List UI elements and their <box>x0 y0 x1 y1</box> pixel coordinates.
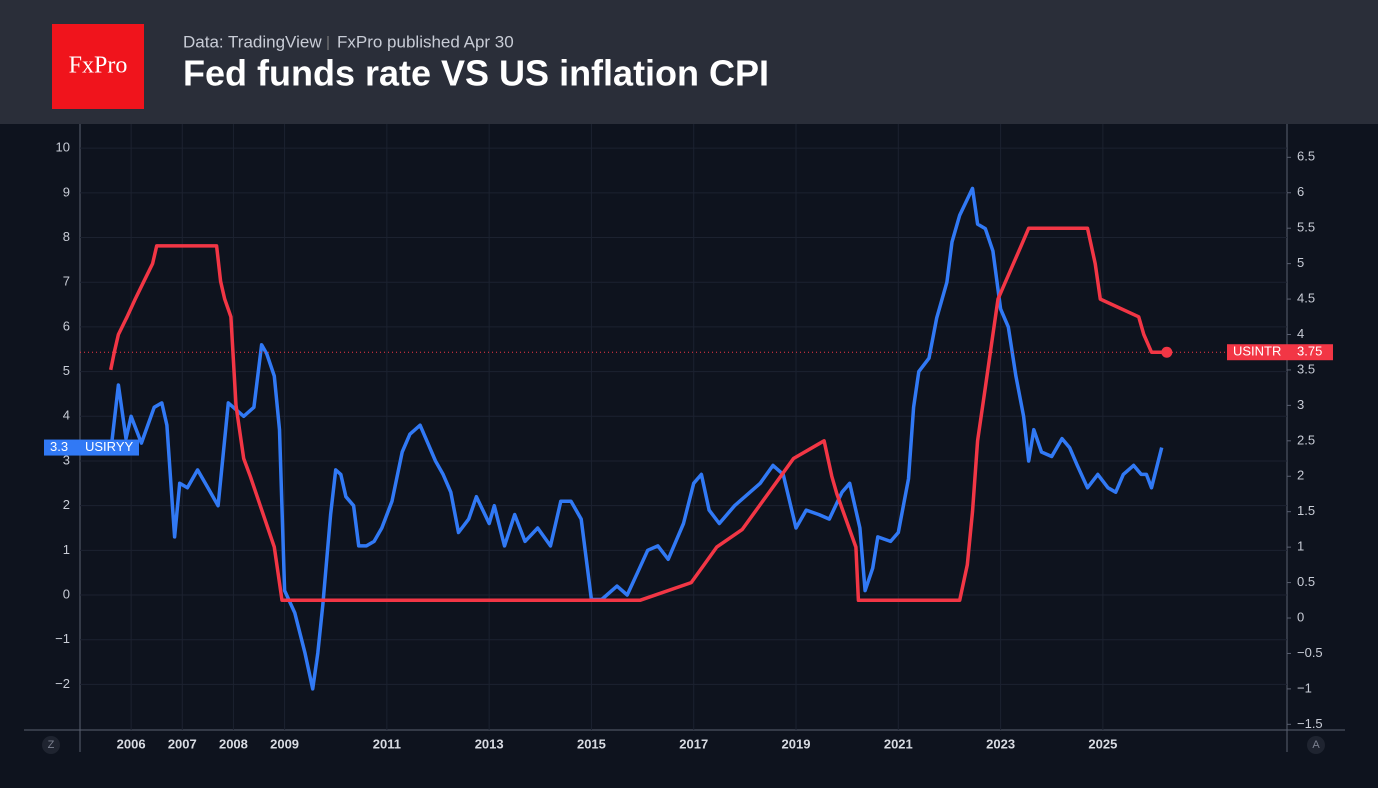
x-tick-label: 2019 <box>782 736 811 751</box>
y-tick-label: 5 <box>63 363 70 378</box>
last-value-tag: 3.75 <box>1297 344 1322 359</box>
y2-tick-label: 1 <box>1297 539 1304 554</box>
x-tick-label: 2008 <box>219 736 248 751</box>
y-tick-label: 1 <box>63 542 70 557</box>
y2-tick-label: 0 <box>1297 609 1304 624</box>
y-tick-label: 6 <box>63 318 70 333</box>
y-tick-label: −1 <box>55 631 70 646</box>
source: Data: TradingView <box>183 32 322 51</box>
y-tick-label: 3 <box>63 452 70 467</box>
y-tick-label: 0 <box>63 586 70 601</box>
x-tick-label: 2007 <box>168 736 197 751</box>
y2-tick-label: 6 <box>1297 184 1304 199</box>
y2-tick-label: 5.5 <box>1297 220 1315 235</box>
y2-tick-label: −0.5 <box>1297 645 1323 660</box>
auto-button[interactable] <box>1307 736 1325 754</box>
last-value-tag: 3.3 <box>50 439 68 454</box>
y2-tick-label: −1 <box>1297 680 1312 695</box>
logo-box <box>52 24 144 109</box>
y-tick-label: 10 <box>56 140 70 155</box>
x-tick-label: 2023 <box>986 736 1015 751</box>
x-tick-label: 2009 <box>270 736 299 751</box>
y-tick-label: 4 <box>63 408 70 423</box>
x-tick-label: 2011 <box>373 736 401 751</box>
price-tag <box>44 439 139 456</box>
y-tick-label: 9 <box>63 184 70 199</box>
series-line <box>108 226 1167 603</box>
y2-tick-label: 3.5 <box>1297 361 1315 376</box>
last-point <box>1161 346 1173 358</box>
y2-tick-label: 4 <box>1297 326 1304 341</box>
y2-tick-label: 4.5 <box>1297 291 1315 306</box>
y2-tick-label: 0.5 <box>1297 574 1315 589</box>
y-tick-label: 2 <box>63 497 70 512</box>
x-tick-label: 2006 <box>117 736 146 751</box>
x-tick-label: 2021 <box>884 736 913 751</box>
auto-label[interactable]: A <box>1312 739 1320 751</box>
y2-tick-label: 1.5 <box>1297 503 1315 518</box>
y2-tick-label: 2 <box>1297 468 1304 483</box>
series-name-tag: USIRYY <box>85 439 133 454</box>
x-tick-label: 2017 <box>679 736 708 751</box>
published: FxPro published Apr 30 <box>337 32 514 51</box>
y2-tick-label: 3 <box>1297 397 1304 412</box>
header-bar <box>0 0 1378 124</box>
x-tick-label: 2015 <box>577 736 606 751</box>
y2-tick-label: 5 <box>1297 255 1304 270</box>
series-line <box>108 186 1164 691</box>
zoom-button[interactable] <box>42 736 60 754</box>
price-tag <box>1227 344 1333 361</box>
y2-tick-label: −1.5 <box>1297 716 1323 731</box>
y-tick-label: 8 <box>63 229 70 244</box>
x-tick-label: 2013 <box>475 736 504 751</box>
series-name-tag: USINTR <box>1233 344 1281 359</box>
y-tick-label: 7 <box>63 274 70 289</box>
x-tick-label: 2025 <box>1088 736 1117 751</box>
y2-tick-label: 6.5 <box>1297 149 1315 164</box>
zoom-label[interactable]: Z <box>48 739 55 751</box>
logo: FxPro <box>69 53 128 79</box>
y2-tick-label: 2.5 <box>1297 432 1315 447</box>
chart-background <box>0 124 1378 788</box>
y-tick-label: −2 <box>55 676 70 691</box>
chart-title: Fed funds rate VS US inflation CPI <box>183 53 769 94</box>
